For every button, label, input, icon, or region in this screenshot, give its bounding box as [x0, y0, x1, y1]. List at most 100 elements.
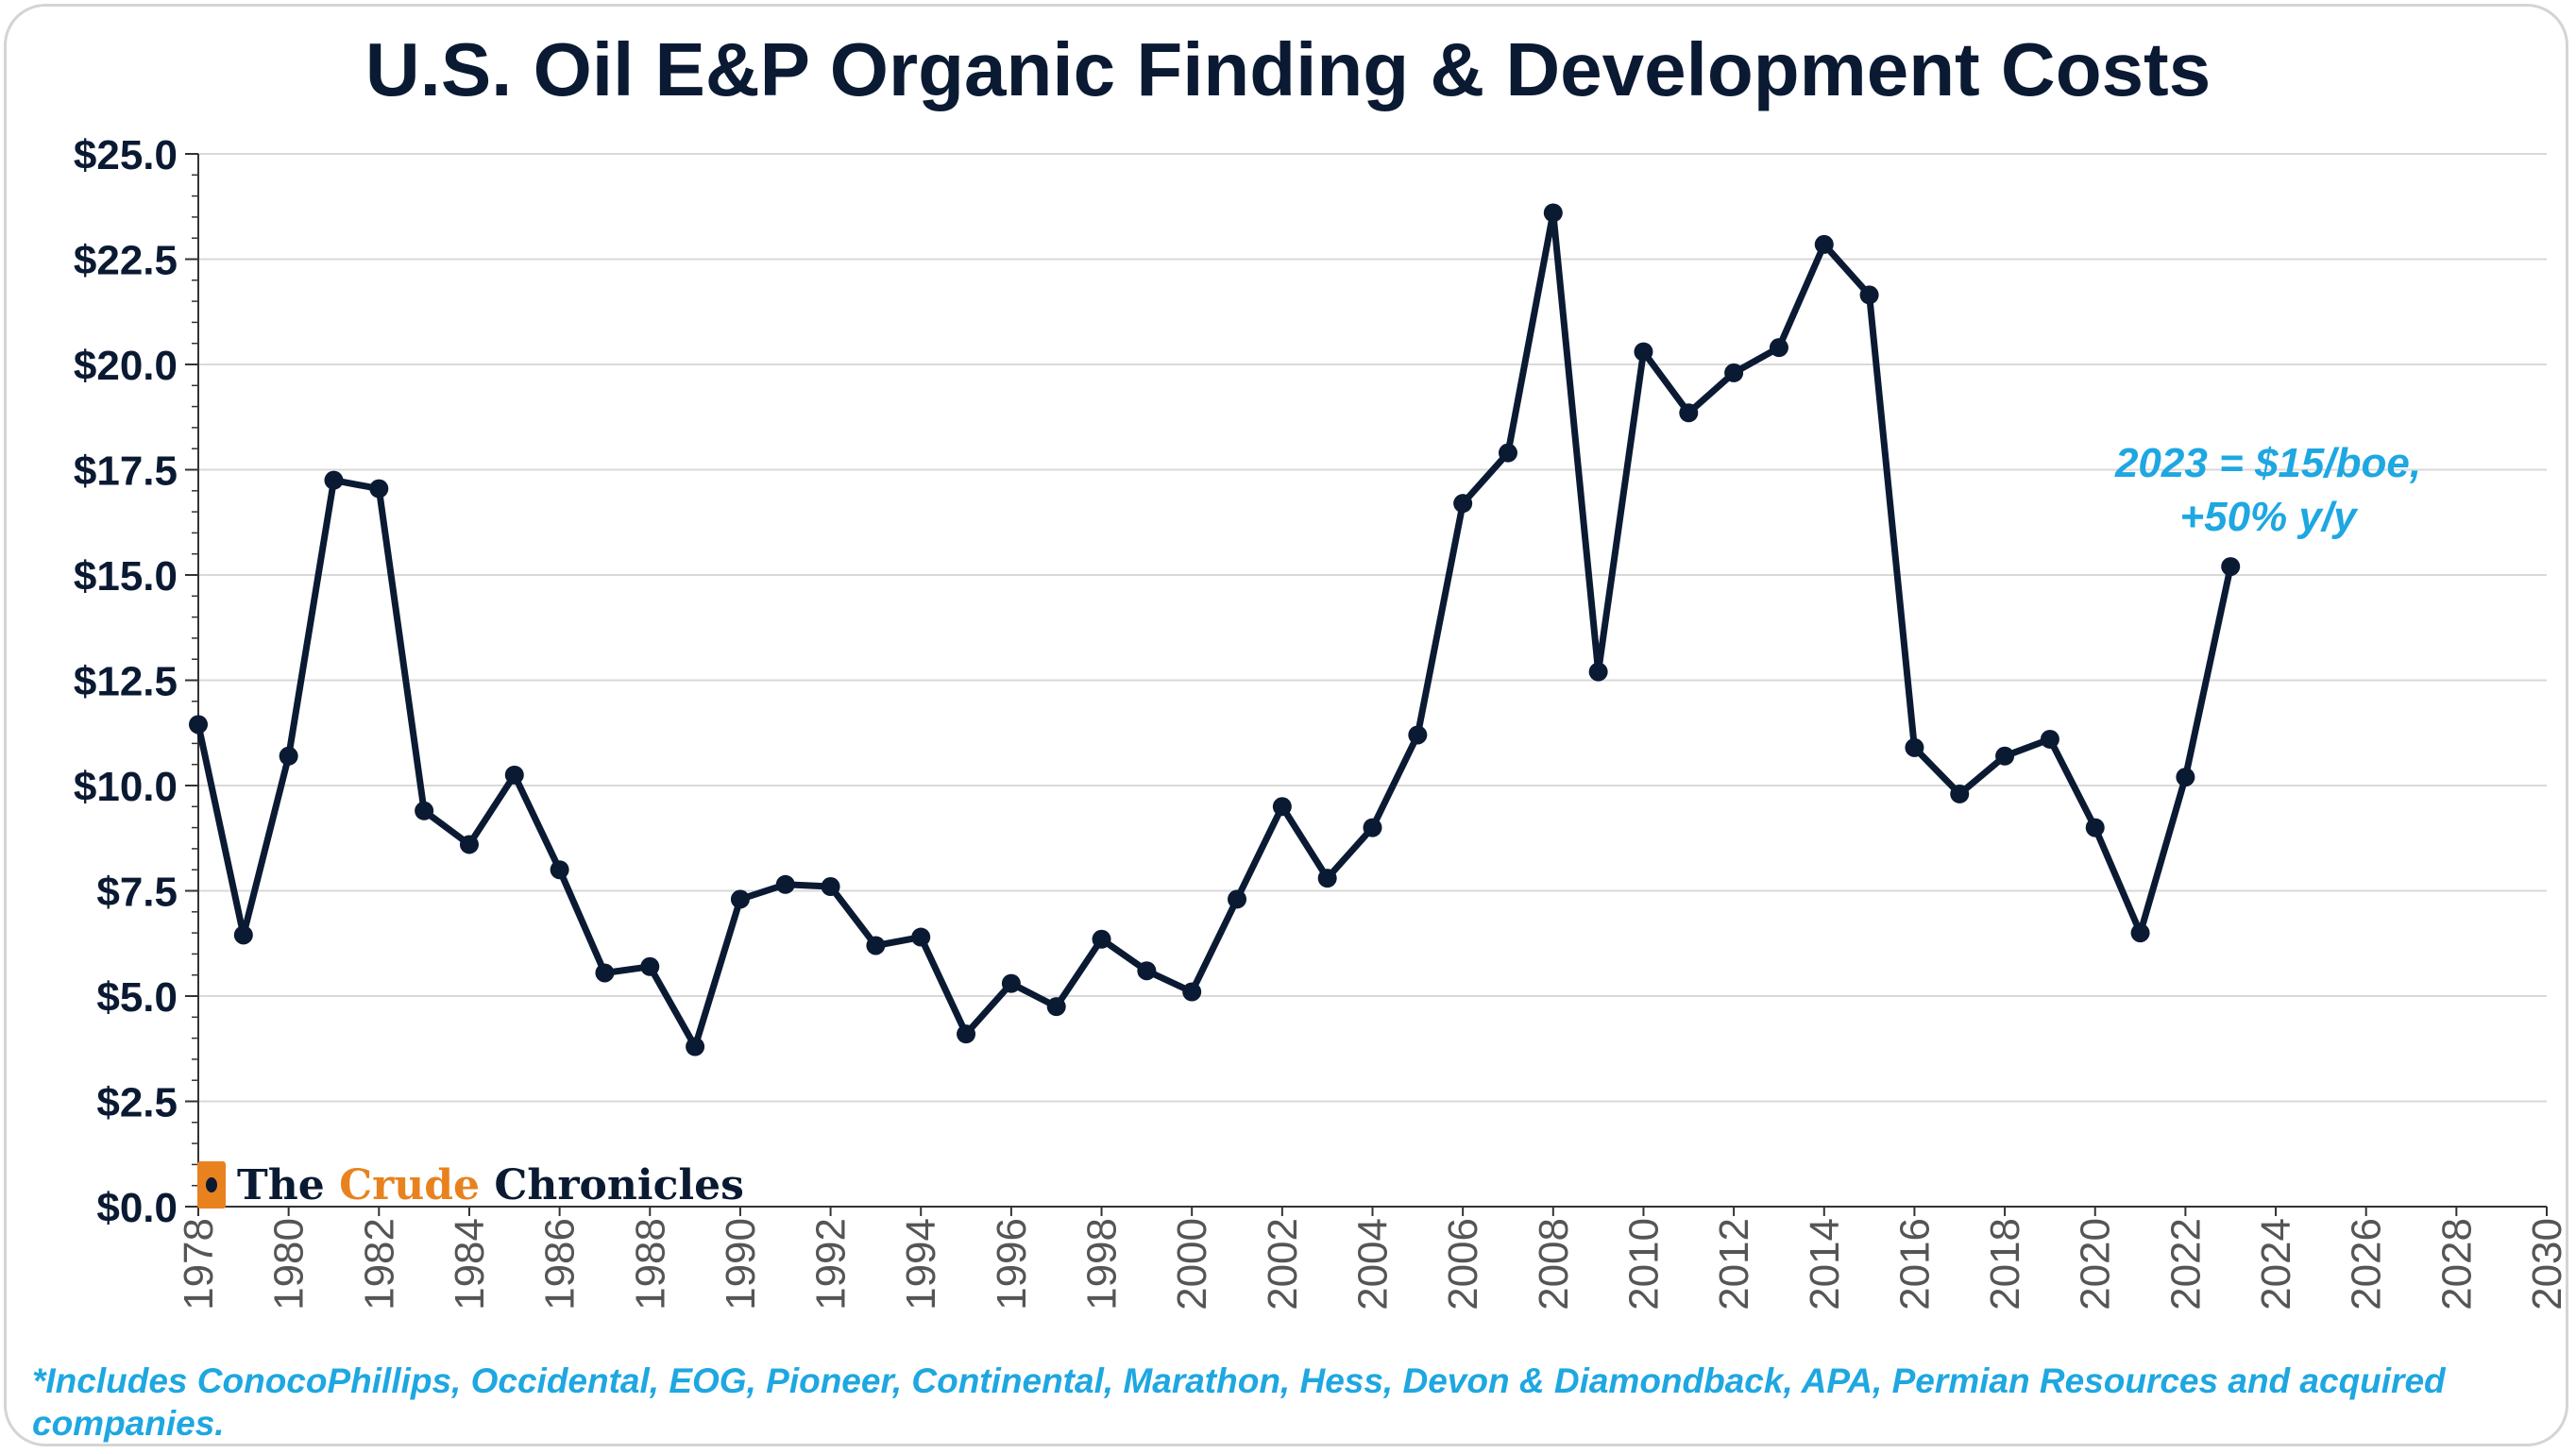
data-point	[1950, 784, 1970, 803]
x-tick-label: 2002	[1260, 1218, 1306, 1310]
data-point	[775, 874, 795, 894]
brand-word-crude: Crude	[339, 1160, 481, 1209]
x-tick-label: 1986	[537, 1218, 584, 1310]
data-point	[1272, 797, 1292, 817]
data-point	[1543, 203, 1563, 223]
y-tick-label: $5.0	[96, 974, 178, 1021]
data-point	[2176, 768, 2195, 787]
footnote: *Includes ConocoPhillips, Occidental, EO…	[32, 1361, 2446, 1443]
x-tick-label: 1982	[356, 1218, 402, 1310]
data-point	[1905, 737, 1924, 757]
data-point	[640, 956, 660, 976]
x-tick-label: 1984	[447, 1218, 493, 1310]
data-point	[550, 860, 569, 880]
data-point	[1814, 234, 1834, 254]
data-point	[1995, 746, 2015, 766]
data-point	[957, 1024, 976, 1044]
x-tick-label: 1978	[176, 1218, 222, 1310]
x-axis-tick-labels: 1978 1980 1982 1984 1986 1988 1990 1992 1994 1996…	[176, 1218, 2570, 1310]
data-point	[233, 925, 253, 945]
x-tick-label: 1992	[808, 1218, 855, 1310]
data-point	[595, 963, 615, 983]
data-point	[1363, 818, 1382, 837]
data-point	[1001, 973, 1021, 993]
x-tick-label: 1990	[718, 1218, 764, 1310]
data-point	[911, 927, 931, 947]
data-point	[1046, 997, 1066, 1017]
data-point	[459, 835, 479, 854]
x-tick-label: 2016	[1891, 1218, 1938, 1310]
y-tick-label: $25.0	[74, 132, 178, 178]
data-point	[1317, 869, 1337, 888]
y-tick-label: $15.0	[74, 553, 178, 600]
data-point	[730, 889, 750, 909]
data-point	[1092, 929, 1111, 949]
data-point	[1724, 363, 1744, 382]
x-tick-label: 2010	[1620, 1218, 1667, 1310]
data-point	[324, 470, 344, 490]
x-tick-label: 1988	[627, 1218, 673, 1310]
brand-name: The Crude Chronicles	[237, 1161, 744, 1209]
x-tick-label: 2014	[1802, 1218, 1848, 1310]
y-tick-label: $20.0	[74, 343, 178, 389]
series-line	[195, 209, 2234, 1050]
x-tick-label: 1980	[266, 1218, 313, 1310]
data-point	[1228, 889, 1247, 909]
data-point	[279, 746, 298, 766]
data-point	[2040, 729, 2059, 749]
x-tick-label: 2012	[1711, 1218, 1757, 1310]
y-tick-label: $10.0	[74, 764, 178, 810]
data-point	[2085, 818, 2105, 837]
x-tick-label: 2008	[1531, 1218, 1577, 1310]
y-tick-label: $0.0	[96, 1185, 178, 1231]
x-tick-label: 2006	[1440, 1218, 1486, 1310]
x-tick-label: 2022	[2162, 1218, 2209, 1310]
x-tick-label: 2000	[1169, 1218, 1215, 1310]
data-point	[1679, 403, 1699, 423]
data-point	[504, 765, 524, 785]
data-point	[1859, 285, 1879, 305]
data-point	[1182, 982, 1202, 1002]
axes	[185, 153, 2548, 1216]
data-point	[369, 479, 389, 499]
x-tick-label: 1996	[989, 1218, 1035, 1310]
chart-title: U.S. Oil E&P Organic Finding & Developme…	[364, 27, 2212, 111]
data-point	[415, 801, 434, 820]
annotation-line-2: +50% y/y	[2179, 494, 2359, 540]
y-axis-tick-labels: $0.0 $2.5 $5.0 $7.5 $10.0 $12.5 $15.0 $17.5 $20.…	[74, 132, 178, 1231]
oil-barrel-icon	[197, 1161, 226, 1209]
y-tick-label: $22.5	[74, 238, 178, 284]
data-point	[1408, 725, 1428, 745]
data-point	[1769, 338, 1788, 358]
x-tick-label: 1998	[1079, 1218, 1126, 1310]
data-point	[189, 715, 208, 735]
x-tick-label: 2026	[2344, 1218, 2390, 1310]
data-point	[2130, 923, 2150, 943]
data-point	[1588, 662, 1608, 682]
x-tick-label: 2024	[2253, 1218, 2299, 1310]
brand-word-chronicles: Chronicles	[494, 1160, 744, 1209]
gridlines	[198, 153, 2547, 1103]
x-tick-label: 2020	[2073, 1218, 2119, 1310]
x-tick-label: 2018	[1982, 1218, 2028, 1310]
data-point	[1137, 961, 1157, 981]
x-tick-label: 1994	[898, 1218, 944, 1310]
data-point	[1498, 443, 1517, 463]
data-point	[1634, 342, 1653, 362]
data-point	[866, 936, 886, 955]
y-tick-label: $2.5	[96, 1080, 178, 1126]
x-tick-label: 2030	[2524, 1218, 2570, 1310]
y-tick-label: $17.5	[74, 448, 178, 495]
y-tick-label: $12.5	[74, 659, 178, 705]
data-point	[1453, 494, 1473, 514]
annotation-line-1: 2023 = $15/boe,	[2114, 440, 2421, 486]
x-tick-label: 2028	[2433, 1218, 2480, 1310]
y-tick-label: $7.5	[96, 870, 178, 916]
brand-word-the: The	[237, 1160, 325, 1209]
data-point	[686, 1037, 705, 1057]
annotation: 2023 = $15/boe, +50% y/y	[2114, 440, 2421, 540]
data-series	[189, 203, 2241, 1057]
x-tick-label: 2004	[1350, 1218, 1397, 1310]
data-point	[2221, 557, 2241, 577]
